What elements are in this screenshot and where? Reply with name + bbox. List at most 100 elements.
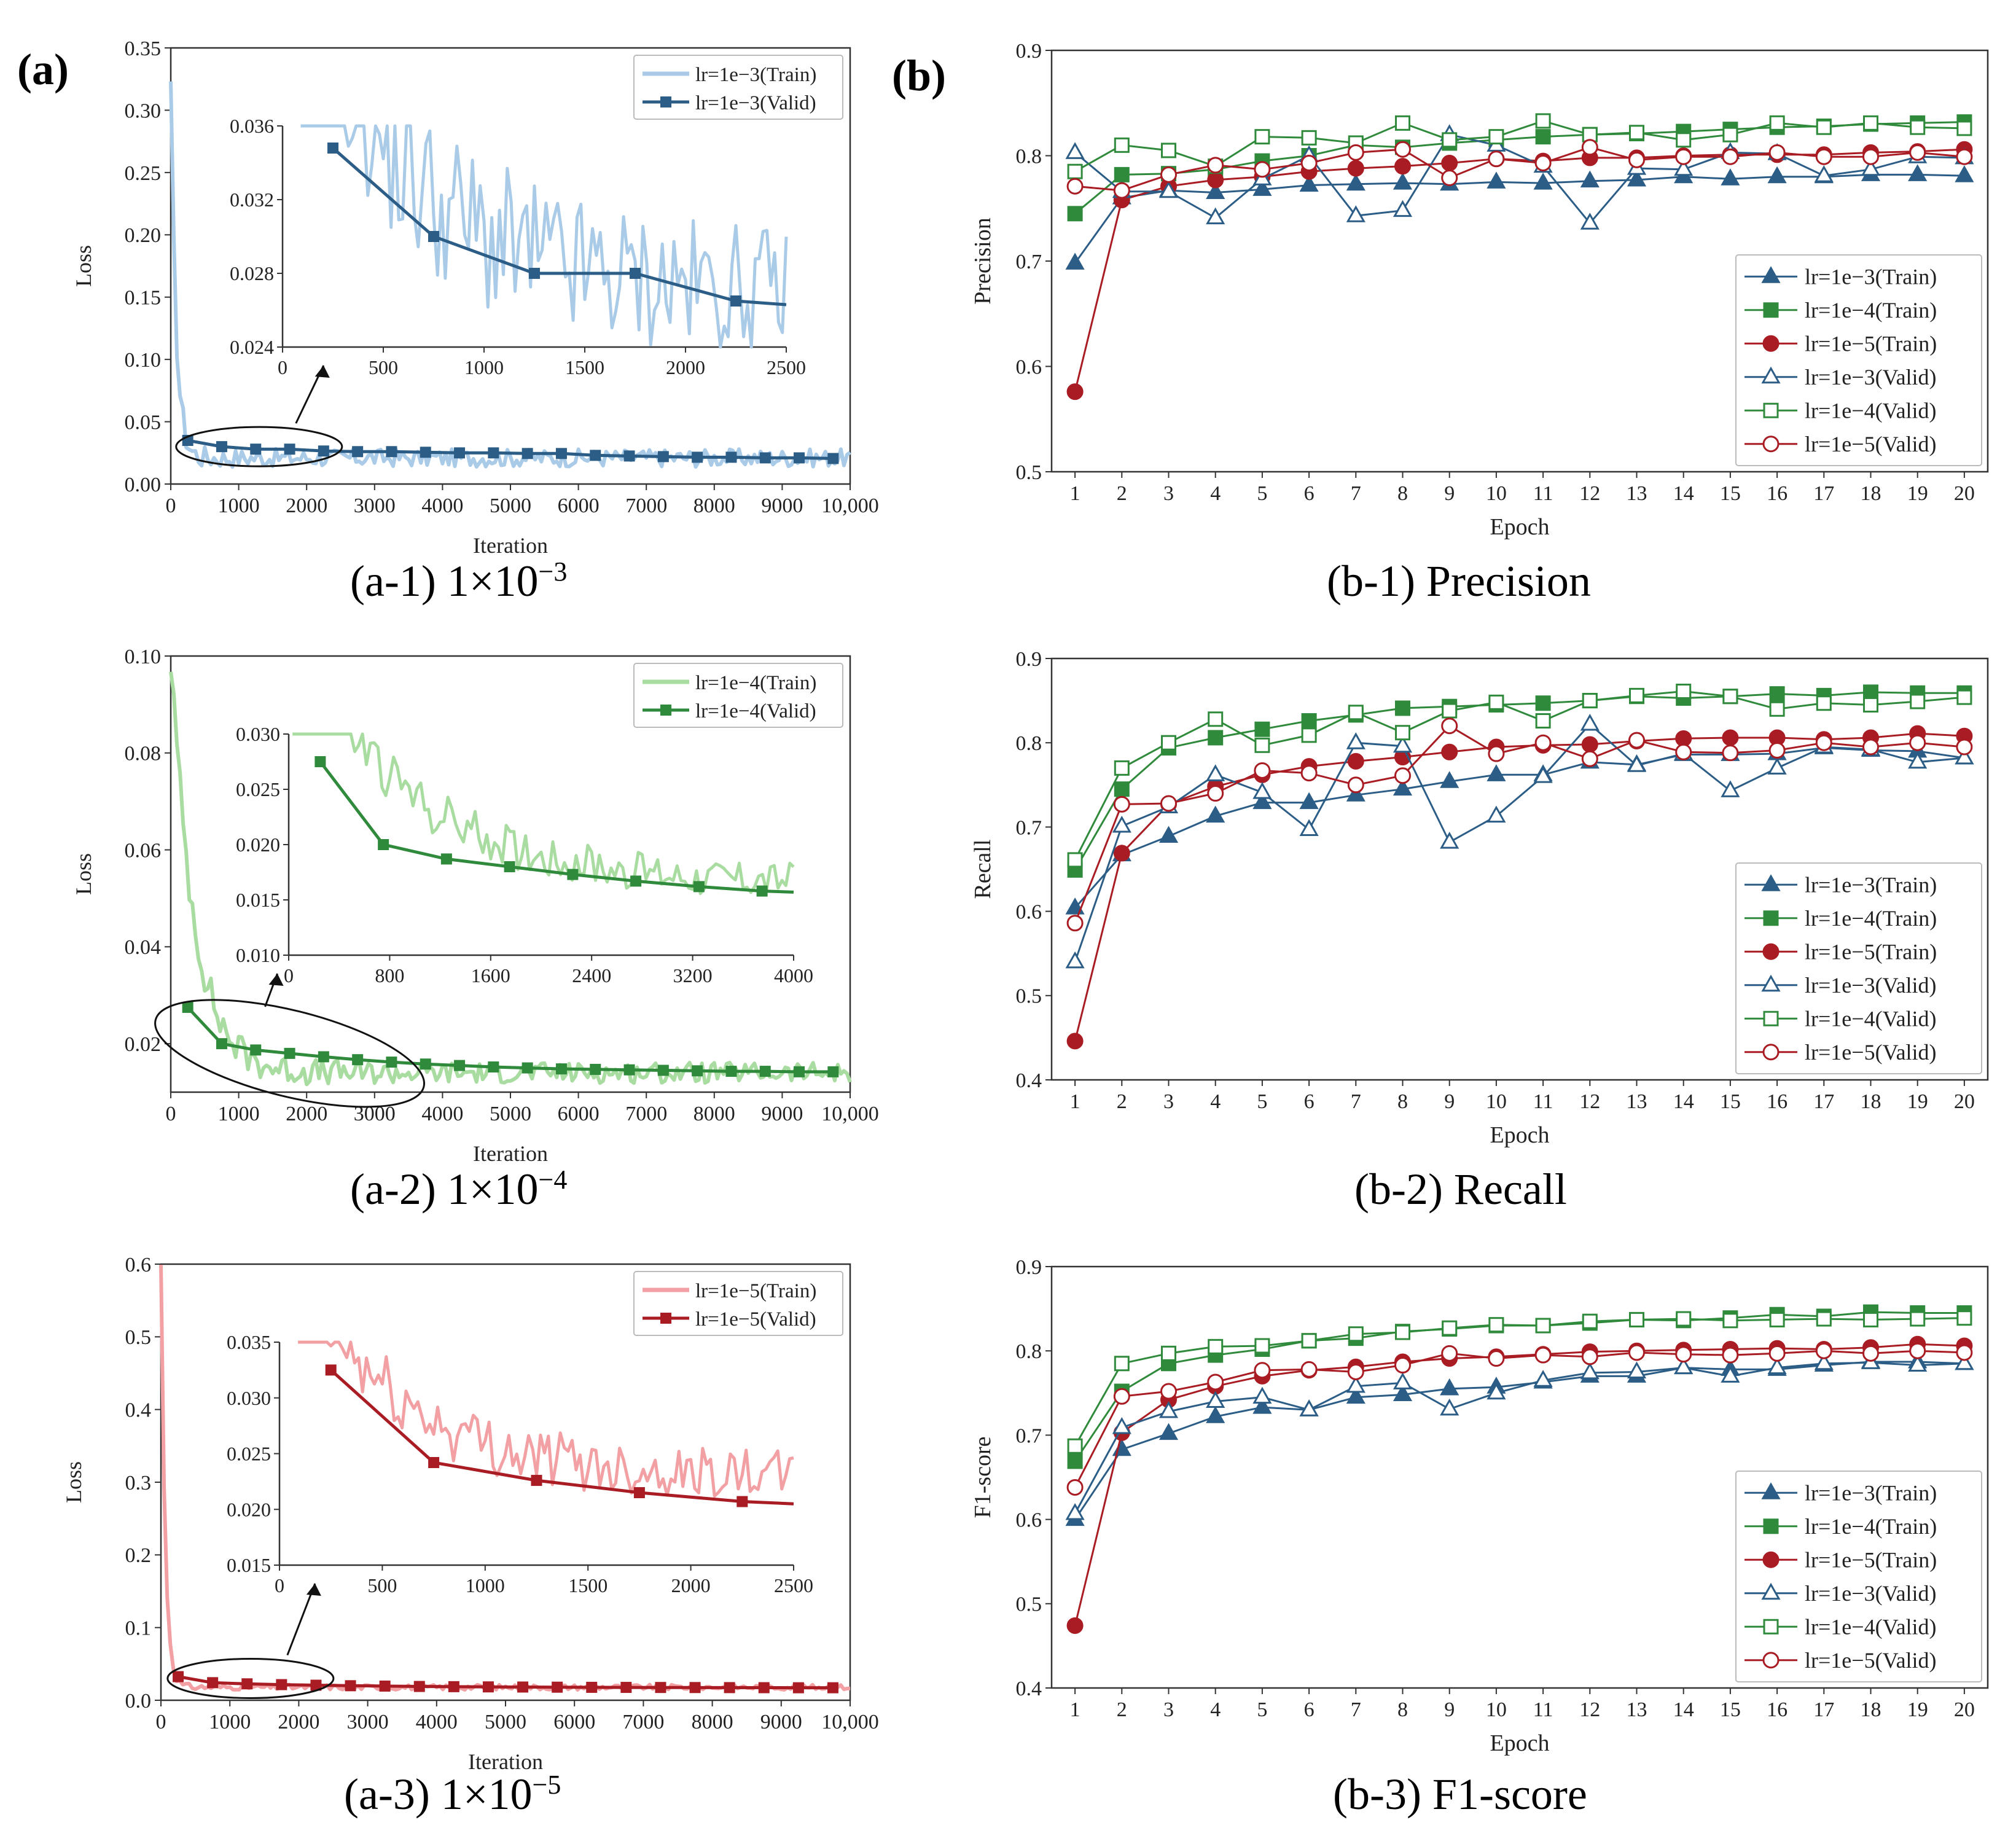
b2-series-3-point — [1393, 735, 1413, 753]
a1-inset-ytick-label: 0.032 — [230, 189, 274, 211]
a2-xtick-label: 8000 — [693, 1103, 735, 1125]
b2-series-5-point — [1113, 795, 1130, 813]
b2-series-1-point — [1769, 686, 1785, 702]
a1-ytick-label: 0.30 — [125, 100, 162, 122]
b3-xtick-label: 3 — [1163, 1698, 1174, 1721]
a3-inset-xtick-label: 2000 — [671, 1574, 711, 1596]
b2-xlabel: Epoch — [1490, 1122, 1549, 1148]
b3-series-4-point — [1910, 1311, 1926, 1327]
a2-valid-point — [794, 1066, 805, 1077]
a2-inset-valid-point — [693, 881, 705, 893]
b1-xtick-label: 1 — [1070, 482, 1080, 505]
b1-xtick-label: 20 — [1954, 482, 1975, 505]
a3-ytick-label: 0.5 — [125, 1326, 152, 1349]
a2-valid-point — [420, 1058, 431, 1070]
b3-series-3-line — [1074, 1361, 1964, 1514]
b2-legend-label-3: lr=1e−3(Valid) — [1805, 973, 1937, 998]
b1-series-5-point — [1300, 155, 1318, 172]
b3-series-5-point — [1254, 1362, 1271, 1379]
b3-series-4-point — [1254, 1338, 1270, 1354]
b1-series-3-point — [1861, 158, 1881, 176]
b1-series-5-point — [1254, 161, 1271, 178]
b1-legend-marker-4 — [1763, 402, 1779, 418]
b3-series-5-point — [1113, 1388, 1130, 1405]
a1-ytick-label: 0.05 — [125, 411, 162, 434]
b3-series-4-line — [1074, 1317, 1964, 1447]
b2-series-3-point — [1721, 780, 1740, 797]
b3-series-4-point — [1488, 1317, 1504, 1333]
a1-valid-point — [284, 443, 295, 455]
a3-ytick-label: 0.3 — [125, 1472, 152, 1494]
a2-legend-train-label: lr=1e−4(Train) — [695, 672, 816, 694]
b2-series-2-point — [1581, 736, 1598, 753]
b2-series-5-point — [1534, 734, 1552, 751]
b3-series-3-point — [1533, 1370, 1553, 1387]
b2-series-5-point — [1956, 738, 1973, 756]
b2-series-0-point — [1065, 897, 1085, 915]
b2-series-5-point — [1254, 762, 1271, 779]
b3-series-3-point — [1252, 1386, 1272, 1404]
b3-series-2-point — [1066, 1617, 1084, 1634]
b2-series-2-point — [1441, 743, 1458, 760]
b3-xtick-label: 19 — [1907, 1698, 1928, 1721]
b2-series-5-point — [1300, 765, 1318, 782]
b1-series-5-point — [1347, 144, 1364, 161]
a1-ytick-label: 0.15 — [125, 287, 162, 310]
b3-series-3-point — [1440, 1398, 1459, 1416]
b2-series-2-point — [1066, 1033, 1084, 1050]
b2-series-5-point — [1815, 734, 1832, 751]
a3-valid-point — [517, 1681, 529, 1693]
b3-series-5-point — [1160, 1383, 1177, 1400]
b1-series-5-point — [1066, 178, 1084, 195]
b2-series-0-point — [1299, 792, 1319, 810]
a1-legend-train-label: lr=1e−3(Train) — [695, 64, 816, 86]
caption-a3: (a-3) 1×10−5 — [344, 1770, 561, 1819]
b3-series-5-point — [1909, 1342, 1926, 1359]
a3-valid-point — [310, 1679, 322, 1691]
a1-valid-point — [420, 447, 431, 458]
a1-valid-line — [187, 439, 834, 460]
a1-valid-point — [454, 447, 466, 459]
a3-valid-point — [792, 1682, 804, 1694]
a1-valid-point — [590, 450, 601, 461]
a1-valid-point — [725, 451, 737, 463]
b2-series-0-point — [1158, 826, 1179, 843]
b1-xtick-label: 12 — [1579, 482, 1600, 505]
b2-series-3-point — [1487, 805, 1506, 823]
b3-series-3-point — [1299, 1399, 1319, 1416]
b1-xtick-label: 7 — [1351, 482, 1361, 505]
a1-inset-valid-point — [327, 143, 338, 154]
b1-series-3-point — [1346, 205, 1365, 222]
a3-inset-valid-point — [428, 1457, 440, 1469]
a1-xtick-label: 7000 — [625, 494, 667, 517]
b3-xtick-label: 12 — [1579, 1698, 1600, 1721]
b2-xtick-label: 15 — [1720, 1090, 1741, 1113]
b2-xtick-label: 11 — [1533, 1090, 1553, 1113]
b3-series-4-point — [1208, 1338, 1224, 1354]
b3-series-5-point — [1488, 1350, 1505, 1367]
a2-valid-point — [657, 1065, 669, 1076]
b2-series-3-point — [1440, 832, 1459, 849]
b2-xtick-label: 5 — [1257, 1090, 1267, 1113]
b1-xtick-label: 15 — [1720, 482, 1741, 505]
b1-series-4-point — [1535, 113, 1551, 129]
b1-series-5-point — [1581, 139, 1598, 156]
b3-series-4-point — [1863, 1311, 1878, 1327]
b3-series-3-point — [1908, 1354, 1928, 1372]
b2-series-1-point — [1863, 684, 1878, 700]
b1-legend-marker-5 — [1762, 436, 1780, 453]
b3-series-3-point — [1627, 1361, 1647, 1378]
b1-legend-marker-1 — [1763, 302, 1779, 318]
b3-series-4-point — [1442, 1320, 1458, 1336]
a3-inset-ytick-label: 0.035 — [227, 1331, 271, 1353]
a2-zoom-ellipse — [154, 999, 426, 1108]
a3-inset-valid-point — [736, 1496, 748, 1507]
b2-series-1-line — [1074, 691, 1964, 871]
b1-series-4-point — [1442, 132, 1458, 148]
b2-series-5-point — [1862, 738, 1879, 756]
b2-series-5-point — [1488, 745, 1505, 762]
panel-b-label: (b) — [892, 51, 946, 100]
b3-series-0-point — [1346, 1386, 1365, 1404]
a3-zoom-ellipse — [166, 1658, 335, 1699]
